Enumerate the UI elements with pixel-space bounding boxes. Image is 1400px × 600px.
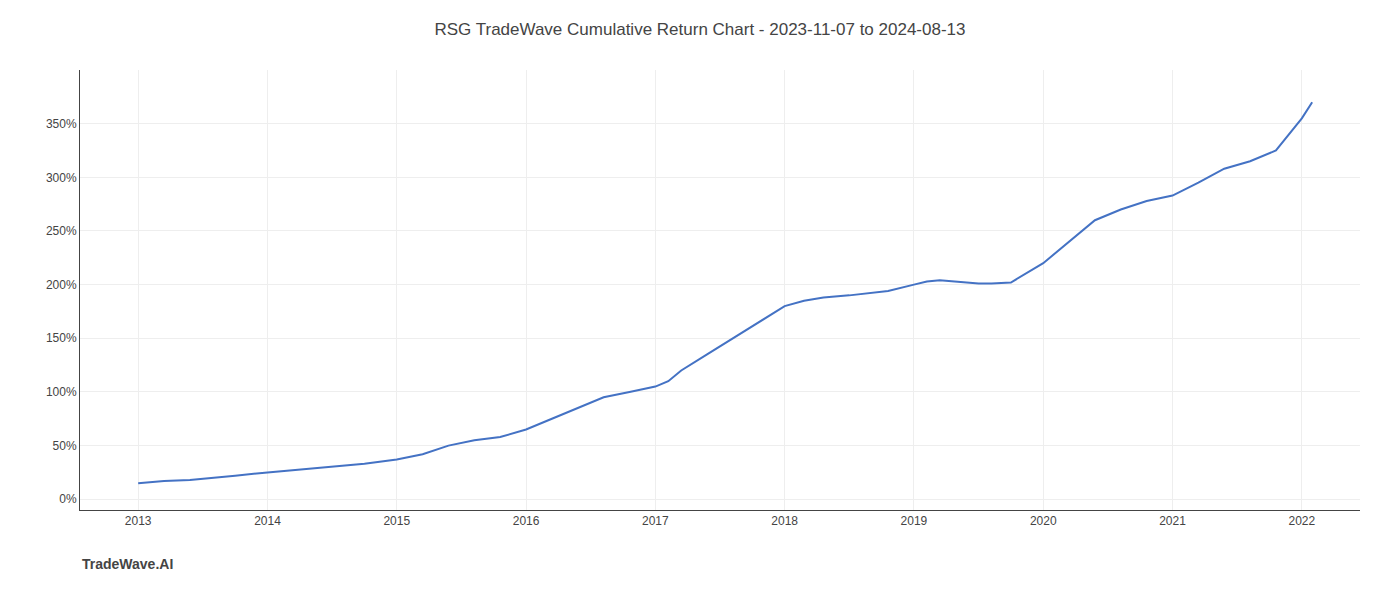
svg-text:2015: 2015: [383, 514, 410, 528]
svg-text:2020: 2020: [1030, 514, 1057, 528]
svg-text:50%: 50%: [53, 439, 77, 453]
svg-text:100%: 100%: [46, 385, 77, 399]
svg-text:0%: 0%: [59, 492, 77, 506]
svg-text:200%: 200%: [46, 278, 77, 292]
svg-text:2013: 2013: [125, 514, 152, 528]
svg-text:2014: 2014: [254, 514, 281, 528]
svg-text:2019: 2019: [901, 514, 928, 528]
svg-text:350%: 350%: [46, 117, 77, 131]
svg-text:150%: 150%: [46, 331, 77, 345]
svg-text:RSG TradeWave Cumulative Retur: RSG TradeWave Cumulative Return Chart - …: [434, 20, 965, 39]
svg-text:300%: 300%: [46, 171, 77, 185]
svg-text:2018: 2018: [771, 514, 798, 528]
svg-text:2016: 2016: [513, 514, 540, 528]
svg-text:2017: 2017: [642, 514, 669, 528]
svg-text:250%: 250%: [46, 224, 77, 238]
svg-text:2022: 2022: [1288, 514, 1315, 528]
svg-text:TradeWave.AI: TradeWave.AI: [82, 556, 173, 572]
svg-text:2021: 2021: [1159, 514, 1186, 528]
